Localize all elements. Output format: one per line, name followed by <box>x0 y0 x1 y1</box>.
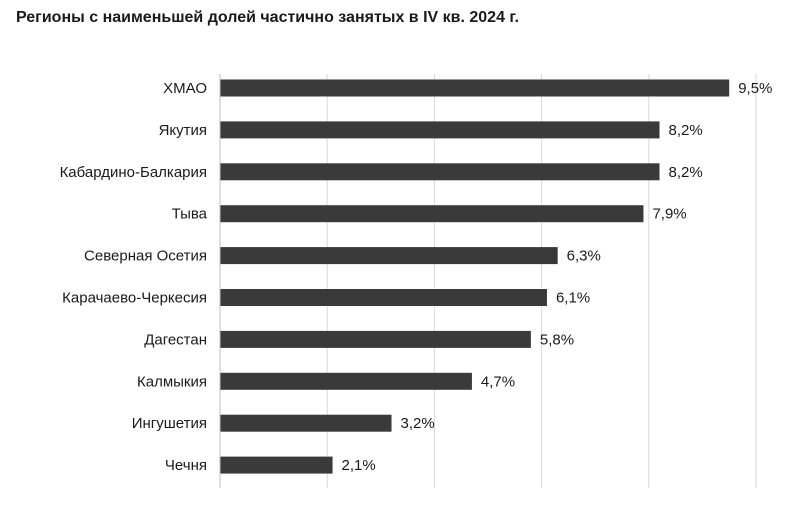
category-label: Тыва <box>172 206 208 223</box>
bar <box>220 289 547 306</box>
category-label: Калмыкия <box>137 373 207 390</box>
bar <box>220 163 660 181</box>
value-label: 5,8% <box>540 331 574 348</box>
value-labels: 9,5% 8,2% 8,2% 7,9% 6,3% 6,1% 5,8% 4,7% 3,2% 2,1% <box>342 80 773 474</box>
bar <box>220 372 472 390</box>
bar <box>220 247 558 265</box>
category-label: Карачаево-Черкесия <box>62 290 207 307</box>
value-label: 6,3% <box>567 248 601 265</box>
bar <box>220 205 644 223</box>
chart-title: Регионы с наименьшей долей частично заня… <box>16 9 519 26</box>
bar <box>220 456 333 474</box>
bar <box>220 330 531 348</box>
category-label: Кабардино-Балкария <box>60 164 207 181</box>
bar <box>220 79 730 97</box>
bars <box>220 79 730 474</box>
value-label: 2,1% <box>342 457 376 474</box>
value-label: 8,2% <box>669 164 703 181</box>
category-label: Ингушетия <box>132 415 207 432</box>
bar <box>220 121 660 139</box>
value-label: 6,1% <box>556 290 590 307</box>
value-label: 3,2% <box>401 415 435 432</box>
category-label: Якутия <box>159 122 207 139</box>
category-label: Северная Осетия <box>84 248 207 265</box>
category-labels: ХМАО Якутия Кабардино-Балкария Тыва Северная… <box>60 80 208 474</box>
value-label: 4,7% <box>481 373 515 390</box>
category-label: ХМАО <box>163 80 207 97</box>
value-label: 8,2% <box>669 122 703 139</box>
category-label: Чечня <box>165 457 207 474</box>
category-label: Дагестан <box>144 331 207 348</box>
value-label: 9,5% <box>738 80 772 97</box>
value-label: 7,9% <box>652 206 686 223</box>
bar <box>220 414 392 432</box>
